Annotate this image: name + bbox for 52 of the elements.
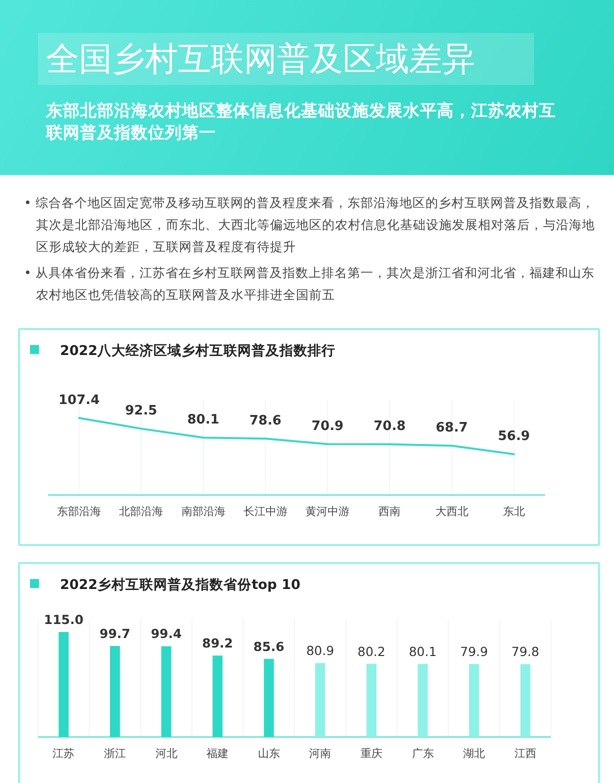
text: 全国乡村互联网普及区域差异 [38,33,534,85]
x-tick-label: 西南 [378,505,401,518]
data-label: 99.7 [100,626,130,641]
data-label: 70.8 [374,419,406,434]
x-tick-label: 浙江 [104,747,126,760]
x-tick-label: 南部沿海 [181,505,226,518]
data-label: 80.9 [306,643,334,658]
x-tick-label: 重庆 [360,747,382,760]
bar [212,656,223,737]
bar [418,664,428,737]
data-label: 56.9 [498,429,530,444]
data-label: 107.4 [58,393,100,408]
data-label: 78.6 [249,414,282,429]
text: 东部北部沿海农村地区整体信息化基础设施发展水平高，江苏农村互联网普及指数位列第一 [46,100,557,144]
text: • 综合各个地区固定宽带及移动互联网的普及程度来看，东部沿海地区的乡村互联网普及指数最高，其次是北部沿海地区，而东北、大西北等偏远地区的农村信息化基础设施发展相对落后，与沿海地区形成较大的差距，互联网普及程度有待提升 [24,194,596,256]
bar [58,632,69,737]
x-tick-label: 长江中游 [243,505,288,518]
x-tick-label: 大西北 [435,505,468,518]
data-label: 80.1 [187,412,220,428]
bar [315,663,326,737]
data-label: 115.0 [44,612,84,627]
x-tick-label: 东部沿海 [57,505,102,518]
data-label: 80.2 [358,644,386,659]
data-label: 80.1 [408,644,437,659]
x-tick-label: 湖北 [463,747,486,760]
data-label: 79.9 [460,644,488,660]
bar [110,646,120,737]
x-tick-label: 江苏 [52,747,75,760]
chart-title: 2022乡村互联网普及指数省份top 10 [60,576,300,593]
data-label: 89.2 [202,636,233,651]
x-tick-label: 东北 [502,505,525,518]
x-tick-label: 广东 [412,747,434,760]
x-tick-label: 北部沿海 [119,505,164,518]
bar [161,646,172,737]
bar [264,658,274,737]
data-label: 79.8 [511,644,540,660]
data-label: 99.4 [150,626,182,642]
x-tick-label: 黄河中游 [306,505,350,518]
bar [520,664,530,737]
chart-title: 2022八大经济区域乡村互联网普及指数排行 [60,342,336,359]
x-tick-label: 福建 [206,747,229,760]
bar [366,664,376,737]
data-label: 92.5 [125,404,158,419]
text: • 从具体省份来看，江苏省在乡村互联网普及指数上排名第一，其次是浙江省和河北省，福建和山东农村地区也凭借较高的互联网普及水平排进全国前五 [24,264,596,304]
x-tick-label: 河南 [309,747,332,760]
x-tick-label: 江西 [514,747,536,760]
x-tick-label: 山东 [258,747,280,760]
x-tick-label: 河北 [155,747,178,760]
data-label: 68.7 [436,420,468,436]
data-label: 85.6 [253,638,285,654]
data-label: 70.9 [312,419,344,434]
bar [469,664,480,737]
